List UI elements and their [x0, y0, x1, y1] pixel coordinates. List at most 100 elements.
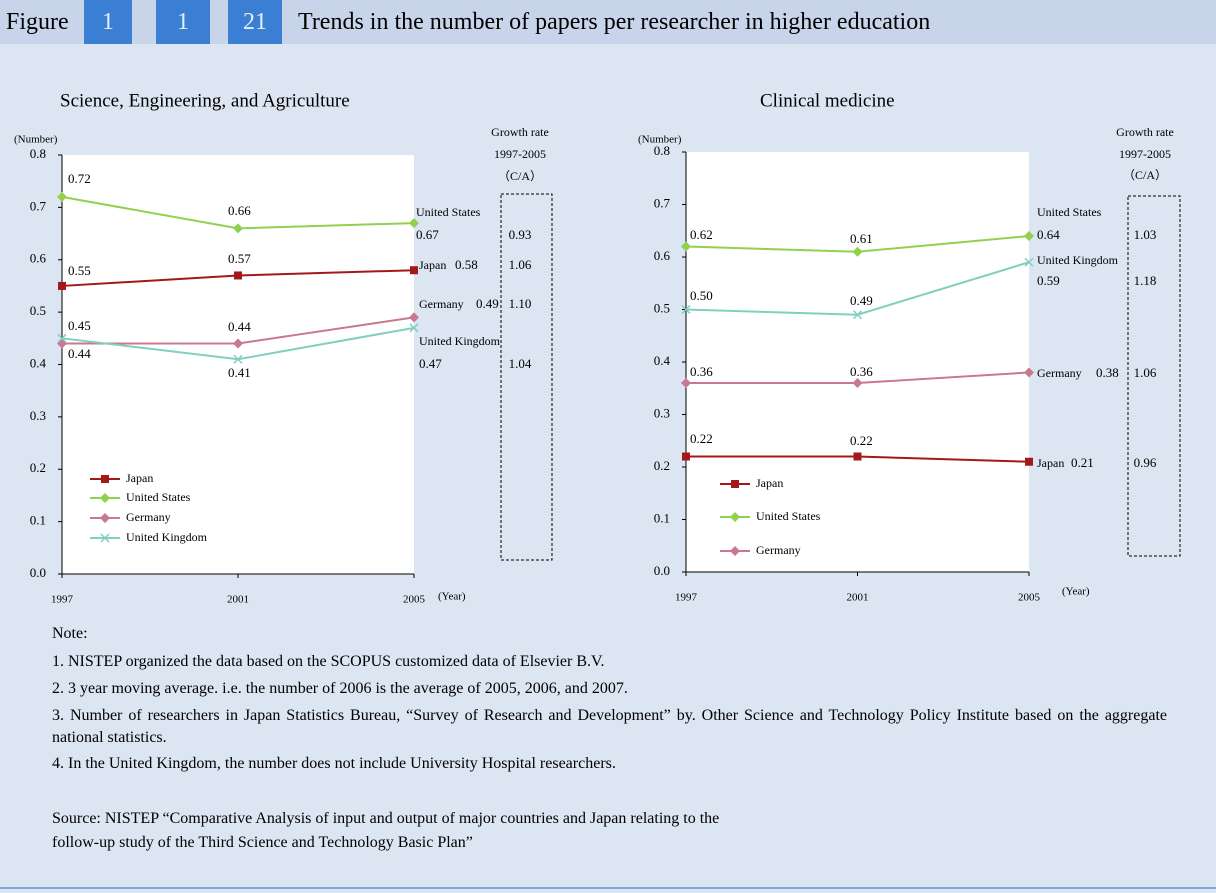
growth-rate: 1.10: [509, 296, 532, 311]
growth-box: [1127, 195, 1181, 557]
data-label: 0.58: [455, 257, 478, 272]
marker: [57, 333, 67, 343]
data-label: 0.67: [416, 227, 439, 242]
marker: [730, 512, 740, 522]
x-tick-label: 2001: [847, 592, 869, 604]
note: 2. 3 year moving average. i.e. the numbe…: [52, 680, 628, 697]
growth-rate: 1.06: [1134, 365, 1157, 380]
data-label: 0.41: [228, 365, 251, 380]
plot-area: [686, 152, 1029, 572]
growth-header: Growth rate: [1116, 125, 1174, 139]
legend-label: United States: [756, 509, 821, 523]
y-tick-label: 0.7: [30, 198, 47, 213]
legend-label: Japan: [756, 476, 783, 490]
y-tick-label: 0.4: [30, 355, 47, 370]
bottom-rule: [0, 887, 1216, 889]
y-tick-label: 0.4: [654, 353, 671, 368]
marker: [409, 218, 419, 229]
legend-label: United States: [126, 490, 191, 504]
growth-header: （C/A）: [498, 169, 542, 183]
marker: [681, 241, 691, 252]
y-tick-label: 0.2: [654, 458, 670, 473]
data-label: 0.44: [68, 346, 91, 361]
y-axis-label: (Number): [14, 134, 58, 146]
legend-label: Germany: [126, 510, 171, 524]
figure-number: 1: [84, 0, 132, 44]
note: 3. Number of researchers in Japan Statis…: [52, 706, 1167, 746]
x-axis-label: (Year): [1062, 586, 1090, 598]
data-label: 0.49: [850, 293, 873, 308]
marker: [233, 338, 243, 349]
series-end-name: United States: [1037, 205, 1102, 219]
marker: [101, 475, 109, 483]
y-tick-label: 0.5: [30, 303, 46, 318]
chart-title: Science, Engineering, and Agriculture: [60, 90, 350, 111]
data-label: 0.64: [1037, 227, 1060, 242]
data-label: 0.22: [850, 433, 873, 448]
data-label: 0.36: [690, 364, 713, 379]
marker: [100, 533, 110, 543]
charts: Science, Engineering, and Agriculture (Nu…: [14, 90, 1181, 606]
growth-rate: 1.18: [1134, 273, 1157, 288]
chart-title: Clinical medicine: [760, 90, 895, 111]
data-label: 0.59: [1037, 273, 1060, 288]
data-label: 0.45: [68, 318, 91, 333]
marker: [100, 493, 110, 503]
y-tick-label: 0.1: [30, 513, 46, 528]
note-heading: Note:: [52, 625, 88, 642]
marker: [853, 452, 862, 461]
figure-number: 21: [228, 0, 282, 44]
marker: [731, 480, 739, 488]
y-tick-label: 0.2: [30, 460, 46, 475]
data-label: 0.57: [228, 251, 251, 266]
y-tick-label: 0.7: [654, 195, 671, 210]
data-label: 0.44: [228, 319, 251, 334]
marker: [1024, 367, 1034, 378]
marker: [682, 452, 690, 461]
marker: [58, 281, 66, 290]
y-tick-label: 0.5: [654, 300, 670, 315]
growth-box: [500, 193, 553, 561]
marker: [681, 304, 691, 315]
y-tick-label: 0.0: [654, 563, 670, 578]
data-label: 0.36: [850, 364, 873, 379]
marker: [852, 310, 863, 320]
x-tick-label: 2005: [403, 594, 426, 606]
notes: Note: 1. NISTEP organized the data based…: [52, 622, 1167, 855]
growth-rate: 0.96: [1134, 455, 1157, 470]
marker: [1024, 231, 1034, 241]
data-label: 0.62: [690, 227, 713, 242]
marker: [100, 513, 110, 523]
y-tick-label: 0.0: [30, 565, 46, 580]
series-end-name: Japan: [419, 258, 446, 272]
marker: [233, 223, 243, 234]
y-tick-label: 0.3: [30, 408, 46, 423]
series-end-name: United Kingdom: [419, 334, 501, 348]
y-tick-label: 0.8: [30, 146, 46, 161]
growth-rate: 1.04: [509, 356, 532, 371]
marker: [1025, 457, 1033, 466]
marker: [409, 323, 419, 333]
data-label: 0.47: [419, 356, 442, 371]
series-end-name: Japan: [1037, 456, 1064, 470]
y-tick-label: 0.1: [654, 510, 670, 525]
data-label: 0.21: [1071, 455, 1094, 470]
marker: [410, 266, 418, 275]
growth-header: Growth rate: [491, 125, 549, 139]
data-label: 0.22: [690, 431, 713, 446]
series-end-name: Germany: [1037, 366, 1082, 380]
x-axis-label: (Year): [438, 591, 466, 603]
data-label: 0.66: [228, 203, 251, 218]
source: Source: NISTEP “Comparative Analysis of …: [52, 810, 720, 851]
data-label: 0.61: [850, 231, 873, 246]
marker: [409, 312, 419, 323]
x-tick-label: 2001: [227, 594, 249, 606]
marker: [234, 271, 242, 280]
data-label: 0.50: [690, 288, 713, 303]
marker: [852, 246, 863, 257]
x-tick-label: 2005: [1018, 592, 1041, 604]
y-tick-label: 0.6: [30, 251, 47, 266]
x-tick-label: 1997: [51, 594, 74, 606]
growth-header: 1997-2005: [494, 147, 546, 161]
legend-label: Germany: [756, 543, 801, 557]
